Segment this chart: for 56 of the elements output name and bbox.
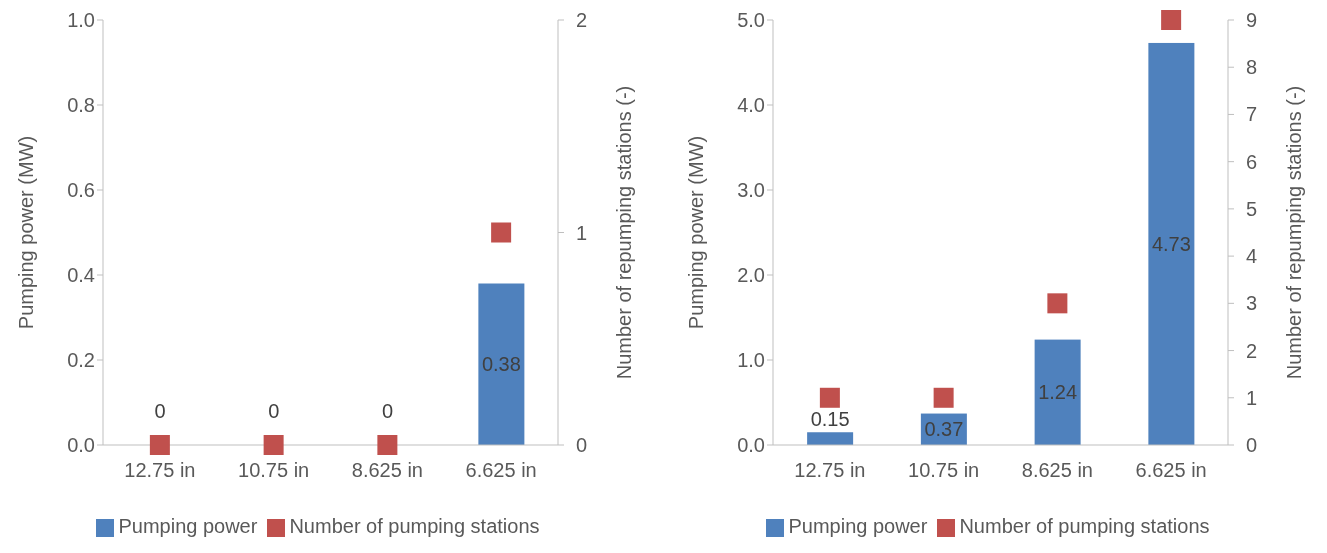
y-tick-label: 2.0: [737, 264, 765, 287]
y-tick-label: 0.4: [67, 264, 95, 287]
data-label: 4.73: [1151, 232, 1191, 255]
data-label: 0.37: [924, 418, 964, 441]
point: [933, 387, 954, 408]
y2-tick-label: 3: [1246, 292, 1258, 315]
x-tick-label: 12.75 in: [794, 459, 866, 482]
y2-tick-label: 0: [1246, 434, 1258, 456]
bar: [1148, 42, 1195, 445]
bar: [1034, 339, 1081, 445]
data-label: 0.38: [481, 353, 521, 376]
legend-label: Number of pumping stations: [959, 515, 1210, 537]
y2-tick-label: 1: [576, 221, 588, 244]
y2-tick-label: 5: [1246, 197, 1258, 220]
y-tick-label: 0.0: [737, 434, 765, 457]
point: [819, 387, 840, 408]
x-tick-label: 8.625 in: [351, 459, 423, 482]
x-tick-label: 6.625 in: [1135, 459, 1207, 482]
data-label: 0: [268, 400, 280, 422]
y-tick-label: 4.0: [737, 94, 765, 117]
y2-tick-label: 2: [576, 9, 588, 31]
y2-tick-label: 4: [1246, 245, 1258, 268]
x-tick-label: 10.75 in: [238, 459, 310, 482]
y-tick-label: 3.0: [737, 179, 765, 202]
y-tick-label: 1.0: [67, 9, 95, 32]
data-label: 1.24: [1038, 381, 1078, 404]
y2-tick-label: 6: [1246, 150, 1258, 173]
y-axis-title: Pumping power (MW): [15, 135, 38, 330]
legend-label: Pumping power: [788, 515, 928, 537]
y-tick-label: 0.8: [67, 94, 95, 117]
data-label: 0: [154, 400, 166, 422]
y2-tick-label: 2: [1246, 339, 1258, 362]
y2-axis-title: Number of repumping stations (-): [613, 85, 636, 380]
y2-axis-title: Number of repumping stations (-): [1283, 85, 1306, 380]
bar: [807, 432, 854, 445]
x-tick-label: 10.75 in: [908, 459, 980, 482]
legend-label: Number of pumping stations: [289, 515, 540, 537]
x-tick-label: 12.75 in: [124, 459, 196, 482]
point: [1161, 10, 1182, 30]
y2-tick-label: 9: [1246, 9, 1258, 31]
y-tick-label: 0.6: [67, 179, 95, 202]
data-label: 0: [382, 400, 394, 422]
y-tick-label: 0.2: [67, 349, 95, 372]
point: [1047, 293, 1068, 314]
y2-tick-label: 7: [1246, 103, 1258, 126]
y2-tick-label: 1: [1246, 386, 1258, 409]
y2-tick-label: 0: [576, 434, 588, 456]
y-tick-label: 5.0: [737, 9, 765, 32]
x-tick-label: 8.625 in: [1021, 459, 1093, 482]
data-label: 0.15: [810, 408, 850, 431]
y2-tick-label: 8: [1246, 56, 1258, 79]
y-tick-label: 0.0: [67, 434, 95, 457]
y-tick-label: 1.0: [737, 349, 765, 372]
legend-label: Pumping power: [118, 515, 258, 537]
y-axis-title: Pumping power (MW): [685, 135, 708, 330]
x-tick-label: 6.625 in: [465, 459, 537, 482]
